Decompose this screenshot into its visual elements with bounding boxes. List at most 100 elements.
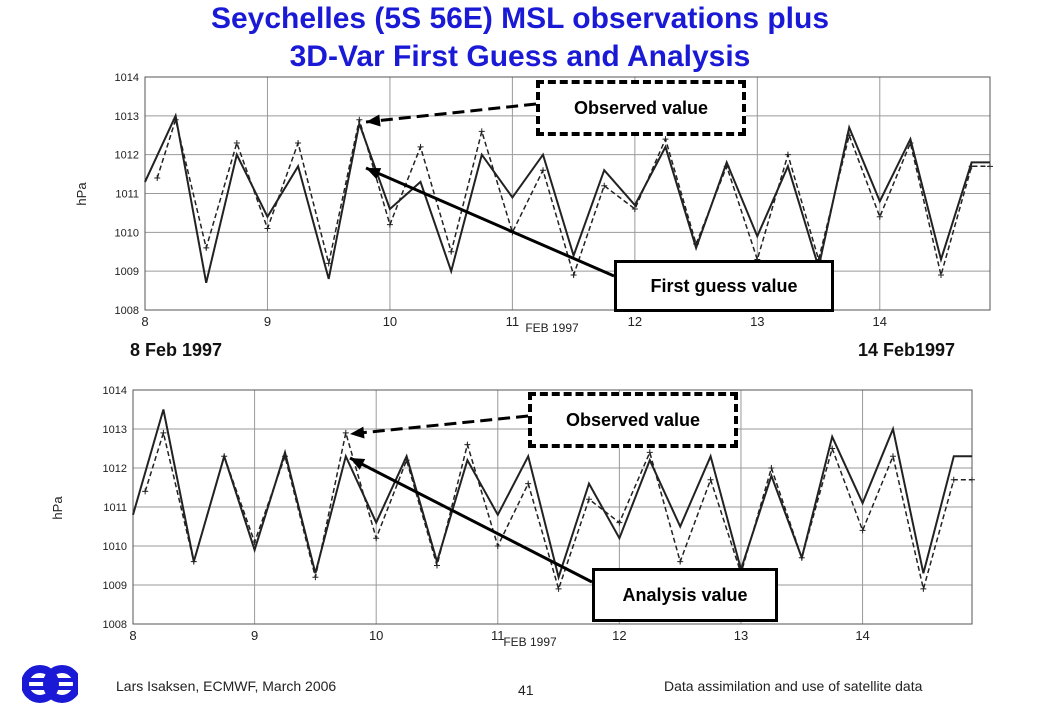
x-tick-label: 13 [750,314,764,329]
obs-point-marker [631,206,638,213]
obs-point-marker [233,140,240,147]
analysis-arrow-head [350,458,366,470]
obs-point-marker [448,248,455,255]
obs-point-marker [221,453,228,460]
analysis-arrow [349,456,593,584]
obs-point-marker [846,132,853,139]
obs-point-marker [987,163,993,170]
obs-point-marker [859,527,866,534]
y-tick-label: 1010 [115,227,139,239]
observed-arrow-top-head [366,114,381,127]
obs-point-marker [373,535,380,542]
y-tick-label: 1009 [115,266,139,278]
obs-point-marker [478,128,485,135]
analysis-callout: Analysis value [592,568,778,622]
title-line-2: 3D-Var First Guess and Analysis [289,40,751,73]
y-tick-label: 1012 [115,150,139,162]
obs-point-marker [251,539,258,546]
title-line-1: Seychelles (5S 56E) MSL observations plu… [210,2,830,35]
obs-point-marker [723,163,730,170]
obs-point-marker [160,429,167,436]
obs-point-marker [325,260,332,267]
obs-point-marker [585,496,592,503]
series-line-solid [132,409,972,581]
y-tick-label: 1013 [115,111,139,123]
obs-point-marker [295,140,302,147]
obs-point-marker [677,558,684,565]
series-line-solid [144,112,990,284]
first-guess-callout: First guess value [614,260,834,312]
obs-point-marker [876,213,883,220]
x-tick-label: 14 [855,628,869,643]
analysis-label: Analysis value [622,584,748,605]
x-tick-label: 9 [251,628,258,643]
obs-point-marker [693,240,700,247]
y-tick-label: 1011 [103,502,127,514]
page-number: 41 [518,682,534,698]
obs-point-marker [281,453,288,460]
observed-value-label-top: Observed value [573,97,709,118]
obs-point-marker [968,163,975,170]
observed-arrow-bottom-head [350,426,365,439]
y-tick-label: 1014 [115,72,139,84]
x-tick-label: 8 [129,628,136,643]
y-tick-label: 1008 [103,619,127,631]
obs-point-marker [403,457,410,464]
obs-point-marker [920,585,927,592]
end-date-label: 14 Feb1997 [858,340,956,360]
obs-point-marker [142,488,149,495]
observed-value-callout-bottom: Observed value [528,392,738,448]
y-tick-label: 1010 [103,541,127,553]
obs-point-marker [907,140,914,147]
obs-point-marker [433,562,440,569]
obs-point-marker [938,272,945,279]
obs-point-marker [950,476,957,483]
obs-point-marker [570,272,577,279]
obs-point-marker [616,519,623,526]
plot-frame [144,76,991,311]
obs-point-marker [662,136,669,143]
series-line-dashed [156,116,990,278]
observed-arrow-bottom [349,414,529,436]
y-tick-label: 1008 [115,305,139,317]
obs-point-marker [969,476,975,483]
obs-point-marker [784,151,791,158]
obs-point-marker [889,453,896,460]
slide-title: Seychelles (5S 56E) MSL observations plu… [0,0,1040,76]
y-tick-label: 1014 [103,385,127,397]
x-tick-label: 9 [264,314,271,329]
obs-point-marker [540,167,547,174]
obs-point-marker [798,554,805,561]
x-axis-label: FEB 1997 [503,635,557,649]
obs-point-marker [555,585,562,592]
x-tick-label: 14 [873,314,887,329]
observed-arrow-top [365,102,537,124]
y-tick-label: 1011 [115,189,139,201]
observed-value-callout-top: Observed value [536,80,746,136]
obs-point-marker [356,116,363,123]
obs-point-marker [601,182,608,189]
obs-point-marker [707,476,714,483]
obs-point-marker [312,574,319,581]
obs-point-marker [768,465,775,471]
obs-point-marker [203,244,210,251]
obs-point-marker [386,221,393,228]
obs-point-marker [190,558,197,565]
obs-point-marker [464,441,471,448]
observed-value-label-bottom: Observed value [565,409,701,430]
x-tick-label: 12 [612,628,626,643]
obs-point-marker [172,116,179,123]
first-guess-label: First guess value [650,275,798,296]
footer-author: Lars Isaksen, ECMWF, March 2006 [116,678,337,694]
first-guess-arrow-head [366,168,382,180]
obs-point-marker [525,480,532,487]
obs-point-marker [264,225,271,232]
x-tick-label: 8 [141,314,148,329]
footer-course: Data assimilation and use of satellite d… [664,678,923,694]
obs-point-marker [342,429,349,436]
x-axis-label: FEB 1997 [525,321,579,335]
start-date-label: 8 Feb 1997 [130,340,223,360]
x-tick-label: 10 [369,628,383,643]
y-tick-label: 1009 [103,580,127,592]
y-axis-label: hPa [74,182,89,206]
